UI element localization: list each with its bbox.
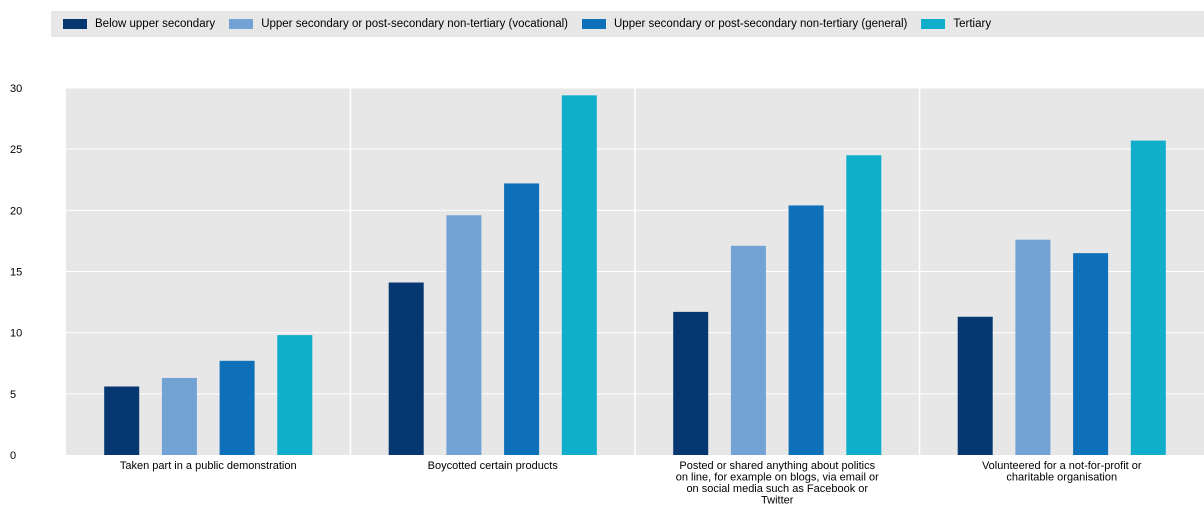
y-tick-label: 30 <box>10 83 22 95</box>
legend-item: Below upper secondary <box>63 18 215 30</box>
bar <box>446 215 482 455</box>
legend-item: Tertiary <box>921 18 991 30</box>
bar <box>1073 253 1109 455</box>
y-tick-label: 20 <box>10 205 22 217</box>
chart-legend: Below upper secondary Upper secondary or … <box>51 11 1204 37</box>
bar <box>1015 239 1051 455</box>
legend-swatch <box>582 19 606 29</box>
bar <box>846 155 882 456</box>
legend-label: Upper secondary or post-secondary non-te… <box>614 18 908 30</box>
y-tick-label: 5 <box>10 389 16 401</box>
x-category-label: on line, for example on blogs, via email… <box>676 472 879 484</box>
legend-swatch <box>921 19 946 29</box>
x-category-label: Twitter <box>761 495 794 506</box>
y-tick-label: 10 <box>10 328 22 340</box>
bar <box>504 183 540 456</box>
y-tick-label: 25 <box>10 144 22 156</box>
bar <box>104 386 140 455</box>
bar <box>957 316 993 455</box>
x-category-label: Taken part in a public demonstration <box>120 460 297 472</box>
legend-label: Tertiary <box>953 18 992 30</box>
legend-item: Upper secondary or post-secondary non-te… <box>582 18 907 30</box>
bar <box>388 282 424 455</box>
legend-label: Below upper secondary <box>95 18 216 30</box>
legend-item: Upper secondary or post-secondary non-te… <box>229 18 568 30</box>
bar <box>561 95 597 455</box>
x-category-label: on social media such as Facebook or <box>686 483 868 495</box>
bar <box>219 360 255 455</box>
y-tick-label: 0 <box>10 450 16 462</box>
legend-swatch <box>63 19 87 29</box>
bar <box>277 335 313 455</box>
x-category-label: Boycotted certain products <box>428 460 559 472</box>
x-category-label: charitable organisation <box>1006 472 1117 484</box>
bar <box>788 205 824 455</box>
legend-swatch <box>229 19 254 29</box>
legend-label: Upper secondary or post-secondary non-te… <box>261 18 568 30</box>
bar <box>673 311 709 455</box>
x-category-label: Posted or shared anything about politics <box>679 460 875 472</box>
bar <box>161 377 197 455</box>
x-category-label: Volunteered for a not-for-profit or <box>982 460 1142 472</box>
bar <box>1130 140 1166 455</box>
bar <box>730 245 766 455</box>
y-tick-label: 15 <box>10 267 22 279</box>
